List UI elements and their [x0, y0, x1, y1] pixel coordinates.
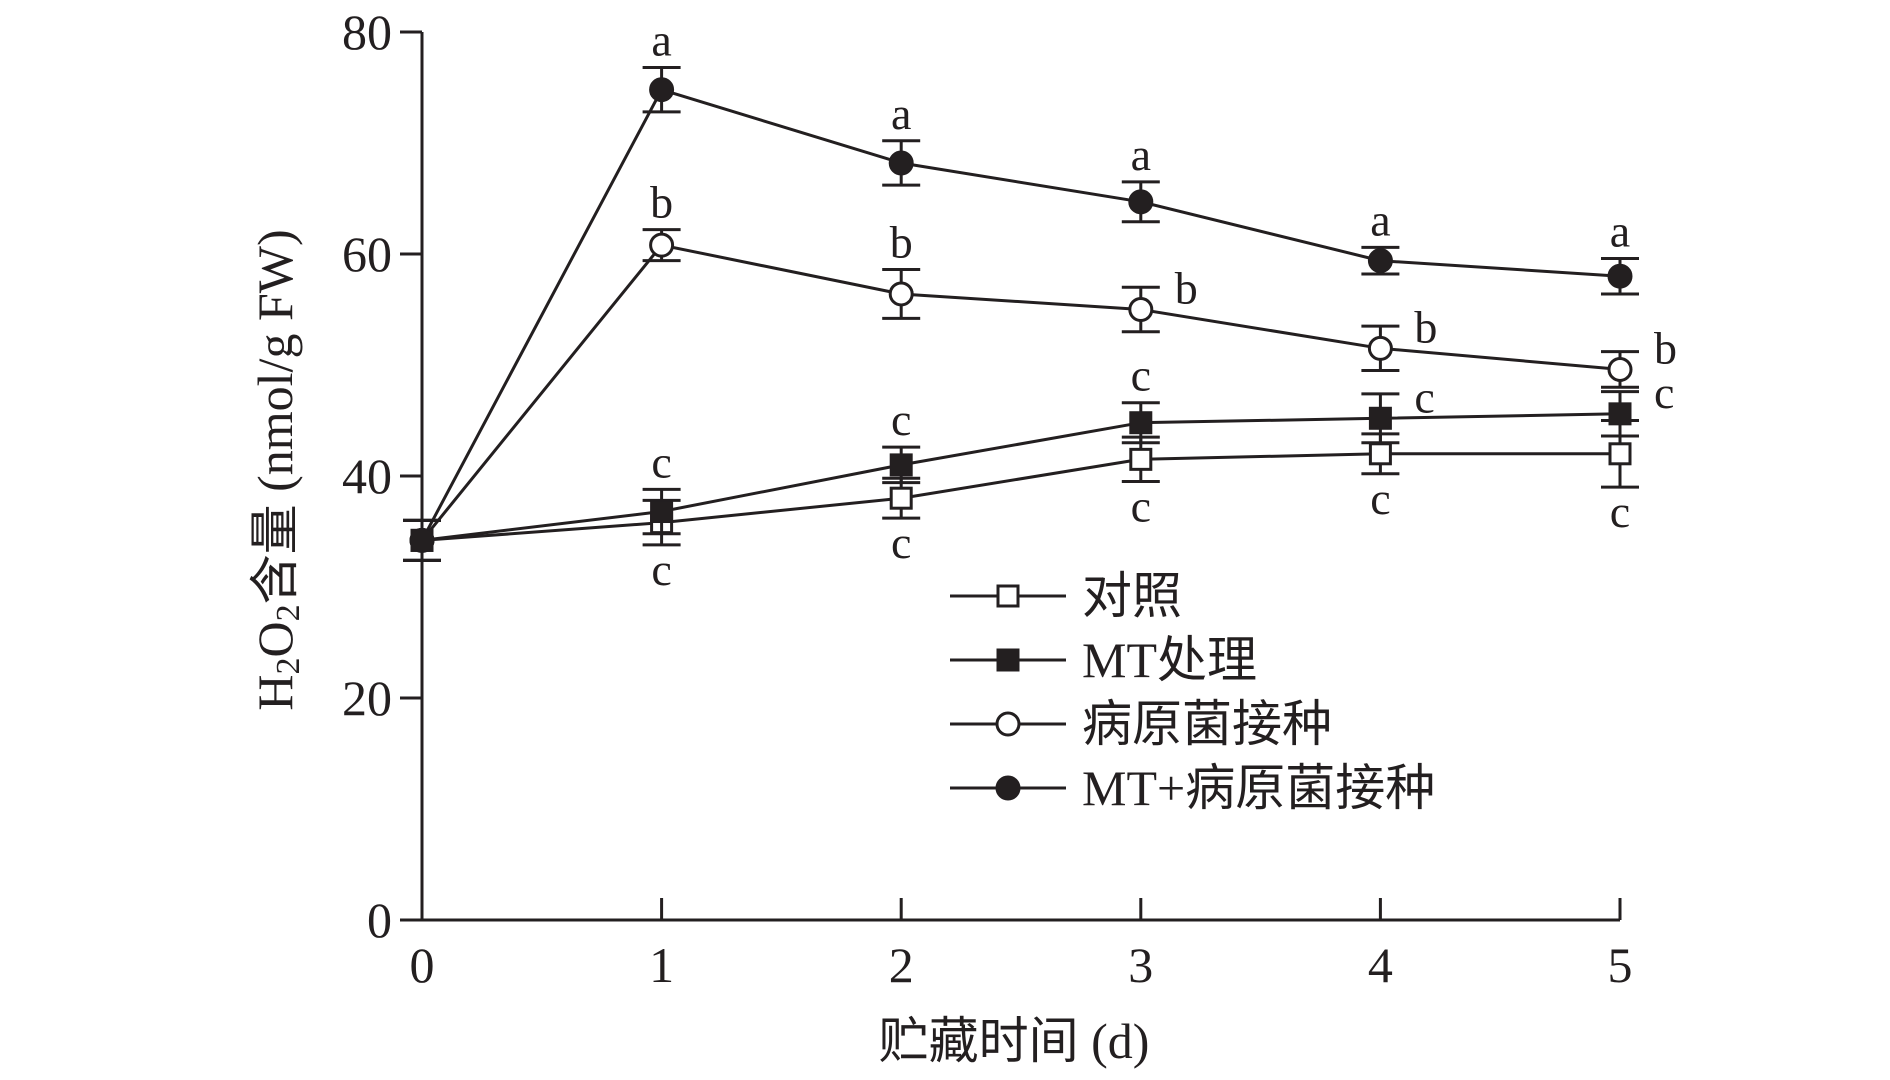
data-point-3-4 [1367, 248, 1393, 274]
y-axis-title-h: H [247, 674, 303, 710]
legend-marker-3 [995, 775, 1021, 801]
data-point-3-1 [649, 77, 675, 103]
significance-letter-0-3: c [1131, 481, 1151, 532]
significance-letter-3-4: a [1370, 194, 1390, 245]
series-layer [403, 66, 1639, 562]
legend-item-0: 对照 [950, 568, 1182, 624]
data-point-3-5 [1607, 263, 1633, 289]
x-axis-title: 贮藏时间 (d) [879, 1013, 1150, 1069]
legend-label-3: MT+病原菌接种 [1082, 760, 1435, 816]
series-line-3 [420, 87, 1621, 542]
data-point-2-5 [1607, 356, 1633, 382]
data-point-1-2 [889, 453, 913, 477]
data-point-3-2 [888, 150, 914, 176]
significance-letter-1-1: c [651, 436, 671, 487]
y-tick-label-3: 60 [342, 226, 392, 282]
legend-item-3: MT+病原菌接种 [950, 760, 1435, 816]
data-point-2-4 [1367, 335, 1393, 361]
significance-letter-1-2: c [891, 394, 911, 445]
x-tick-label-3: 3 [1128, 937, 1153, 993]
data-point-1-4 [1368, 406, 1392, 430]
y-tick-label-0: 0 [367, 892, 392, 948]
series-1 [403, 390, 1639, 562]
y-axis-title-sub1: 2 [270, 657, 307, 674]
series-3 [403, 66, 1639, 562]
significance-letter-1-4: c [1414, 371, 1434, 422]
significance-letter-3-1: a [651, 15, 671, 66]
y-tick-label-2: 40 [342, 448, 392, 504]
legend-label-2: 病原菌接种 [1082, 696, 1332, 752]
data-point-0-3 [1129, 447, 1153, 471]
significance-letter-3-5: a [1610, 205, 1630, 256]
significance-letter-1-5: c [1654, 367, 1674, 418]
significance-letter-2-1: b [650, 177, 673, 228]
legend-label-1: MT处理 [1082, 632, 1257, 688]
significance-letter-2-3: b [1175, 263, 1198, 314]
significance-letter-2-2: b [890, 217, 913, 268]
series-line-0 [421, 452, 1620, 542]
legend-item-2: 病原菌接种 [950, 696, 1332, 752]
y-axis-title-o: O [247, 621, 303, 657]
data-point-2-1 [649, 232, 675, 258]
x-tick-label-4: 4 [1368, 937, 1393, 993]
legend-marker-0 [996, 584, 1020, 608]
data-point-3-3 [1128, 189, 1154, 215]
y-axis-title-rest: 含量 (nmol/g FW) [247, 229, 303, 604]
data-point-2-2 [888, 281, 914, 307]
y-axis-title-sub2: 2 [270, 604, 307, 621]
significance-letter-0-1: c [651, 544, 671, 595]
significance-letter-3-2: a [891, 88, 911, 139]
data-point-1-3 [1129, 411, 1153, 435]
y-tick-label-4: 80 [342, 4, 392, 60]
significance-letter-0-4: c [1370, 473, 1390, 524]
series-0 [403, 419, 1639, 562]
x-tick-label-5: 5 [1608, 937, 1633, 993]
legend-label-0: 对照 [1082, 568, 1182, 624]
legend-marker-1 [996, 648, 1020, 672]
x-tick-label-0: 0 [410, 937, 435, 993]
legend-marker-2 [995, 711, 1021, 737]
y-tick-label-1: 20 [342, 670, 392, 726]
significance-letter-2-5: b [1654, 322, 1677, 373]
significance-letter-1-3: c [1131, 350, 1151, 401]
data-point-1-1 [650, 500, 674, 524]
significance-letter-0-5: c [1610, 486, 1630, 537]
significance-letter-0-2: c [891, 517, 911, 568]
data-point-0-5 [1608, 442, 1632, 466]
legend-item-1: MT处理 [950, 632, 1257, 688]
series-line-2 [420, 243, 1621, 542]
data-point-0-4 [1368, 442, 1392, 466]
x-tick-label-1: 1 [649, 937, 674, 993]
significance-letter-2-4: b [1414, 301, 1437, 352]
axes-layer: 0 20 40 60 80 0 1 2 3 4 5 [342, 4, 1633, 993]
data-point-0-2 [889, 486, 913, 510]
significance-letter-3-3: a [1131, 129, 1151, 180]
series-2 [403, 228, 1639, 562]
data-point-2-3 [1128, 297, 1154, 322]
series-line-1 [421, 412, 1621, 542]
data-point-1-5 [1608, 402, 1632, 426]
y-axis-title: H2O2含量 (nmol/g FW) [247, 229, 307, 710]
x-tick-label-2: 2 [889, 937, 914, 993]
data-point-3-0 [409, 527, 435, 553]
